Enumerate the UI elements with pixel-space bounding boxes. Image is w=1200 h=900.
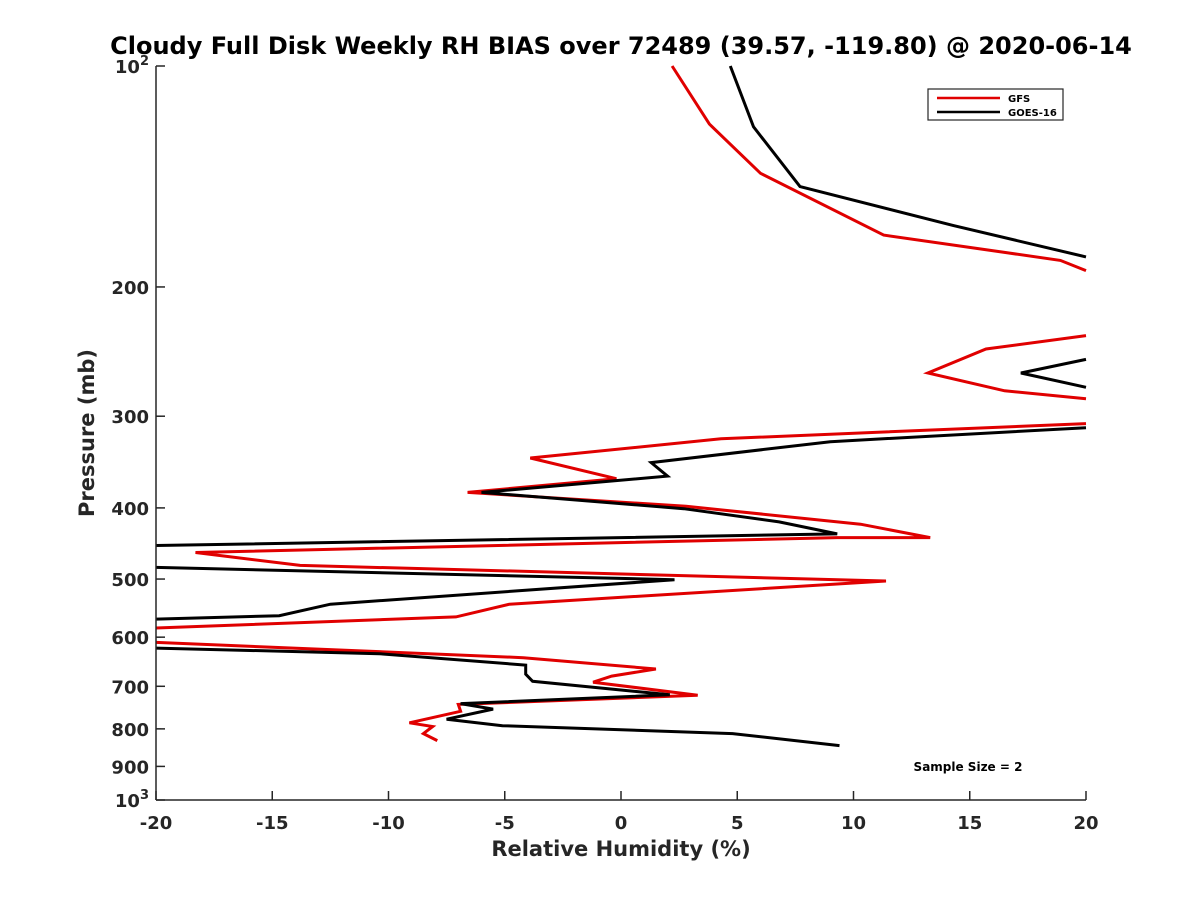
legend-box (927, 88, 1064, 121)
legend: GFS GOES-16 (927, 88, 1064, 121)
legend-label: GFS (1008, 94, 1030, 105)
y-tick-label: 700 (111, 677, 149, 698)
y-tick-label: 103 (115, 788, 149, 812)
x-axis-label: Relative Humidity (%) (491, 837, 750, 861)
y-tick-label: 800 (111, 720, 149, 741)
x-tick-label: 5 (731, 813, 744, 834)
series-line-gfs (155, 65, 1087, 742)
y-tick-label: 200 (111, 278, 149, 299)
y-axis-label: Pressure (mb) (75, 349, 99, 517)
y-tick-label: 300 (111, 407, 149, 428)
x-tick-label: -15 (256, 813, 289, 834)
series-line-goes-16 (155, 65, 1087, 748)
y-tick-label: 500 (111, 570, 149, 591)
y-tick-label: 900 (111, 757, 149, 778)
sample-size-annotation: Sample Size = 2 (914, 760, 1023, 774)
x-tick-label: 10 (841, 813, 866, 834)
legend-label: GOES-16 (1008, 108, 1057, 119)
x-tick-label: 0 (615, 813, 628, 834)
x-tick-label: -20 (140, 813, 173, 834)
x-tick-label: -10 (372, 813, 405, 834)
x-tick-label: 20 (1073, 813, 1098, 834)
y-tick-label: 102 (115, 54, 149, 78)
x-tick-label: -5 (495, 813, 515, 834)
plot-area (156, 66, 1086, 800)
y-tick-label: 600 (111, 628, 149, 649)
chart-title: Cloudy Full Disk Weekly RH BIAS over 724… (110, 32, 1132, 60)
series-layer (155, 65, 1087, 748)
axes (155, 65, 1087, 801)
y-tick-label: 400 (111, 499, 149, 520)
tick-labels: -20 -15 -10 -5 0 5 10 15 20 102 200 300 400 500 600 700… (111, 54, 1098, 834)
x-tick-label: 15 (957, 813, 982, 834)
